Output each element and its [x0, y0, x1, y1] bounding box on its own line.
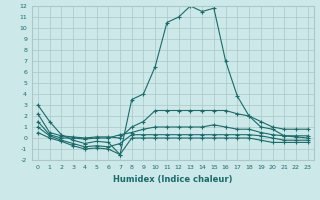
X-axis label: Humidex (Indice chaleur): Humidex (Indice chaleur)	[113, 175, 233, 184]
